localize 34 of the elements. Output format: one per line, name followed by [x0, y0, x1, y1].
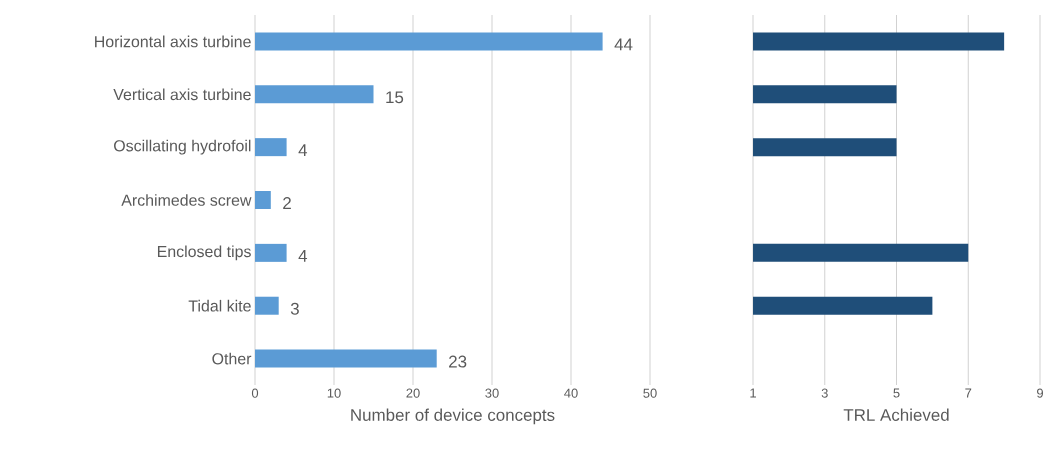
x-tick-label: 40 — [564, 388, 578, 398]
x-tick-label: 20 — [406, 388, 420, 398]
y-tick-label: Other — [212, 352, 252, 365]
x-tick-label: 3 — [821, 388, 828, 398]
y-tick-label: Oscillating hydrofoil — [114, 139, 251, 155]
bar — [255, 85, 374, 104]
y-tick-label: Tidal kite — [188, 299, 251, 312]
data-label: 4 — [298, 250, 308, 262]
y-tick-label: Vertical axis turbine — [113, 88, 251, 101]
data-label: 2 — [283, 197, 291, 209]
x-tick-label: 9 — [1037, 388, 1043, 398]
bar — [255, 138, 287, 157]
y-tick-label: Archimedes screw — [121, 194, 252, 206]
bar — [255, 349, 437, 368]
y-tick-label: Horizontal axis turbine — [95, 35, 251, 48]
x-tick-label: 5 — [893, 388, 900, 398]
data-label: 44 — [614, 38, 633, 51]
x-tick-label: 30 — [485, 388, 499, 398]
data-label: 4 — [298, 144, 308, 156]
x-tick-label: 0 — [251, 388, 259, 398]
y-tick-label: Enclosed tips — [157, 245, 251, 261]
x-tick-label: 1 — [750, 388, 756, 398]
x-axis-title: Number of device concepts — [351, 408, 555, 425]
x-tick-label: 10 — [327, 388, 341, 398]
x-tick-label: 7 — [965, 388, 972, 398]
bar — [255, 243, 287, 262]
data-label: 3 — [290, 302, 299, 315]
x-axis-title: TRL Achieved — [843, 408, 949, 421]
data-label: 23 — [449, 355, 467, 368]
bar — [255, 191, 271, 210]
x-tick-label: 50 — [643, 388, 657, 398]
bar — [255, 296, 279, 315]
bar — [255, 32, 603, 51]
data-label: 15 — [386, 91, 404, 104]
